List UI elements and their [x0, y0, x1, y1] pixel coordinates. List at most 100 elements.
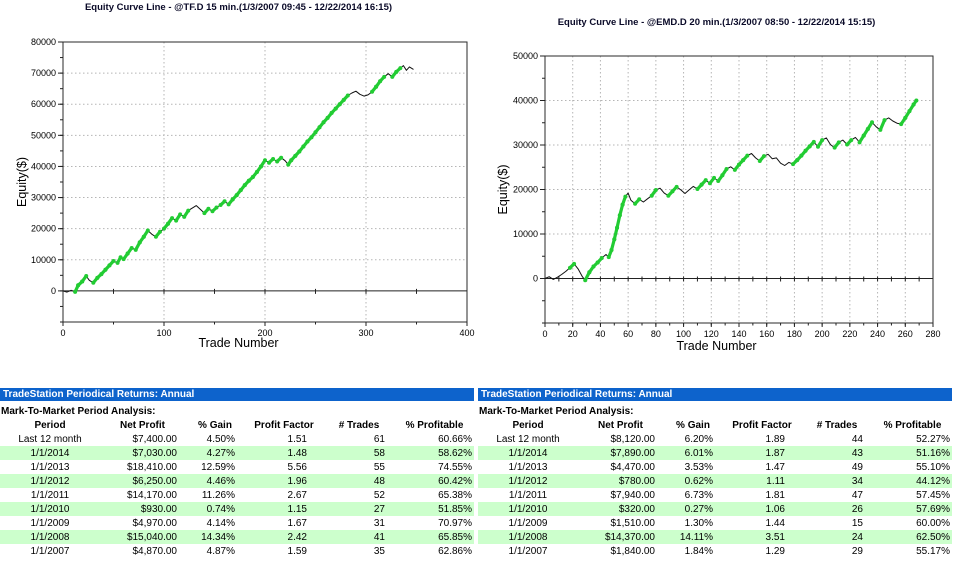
win-marker	[76, 283, 81, 288]
win-marker	[218, 203, 223, 208]
win-marker	[382, 74, 387, 79]
table-cell: $7,940.00	[610, 489, 656, 501]
table-row: 1/1/2013 $18,410.00 12.59% 5.56 55 74.55%	[0, 460, 474, 474]
table-cell: $320.00	[618, 503, 655, 515]
table-cell: 62.50%	[916, 531, 950, 543]
win-marker	[732, 167, 737, 172]
column-header: Net Profit	[120, 420, 165, 431]
win-marker	[145, 228, 150, 233]
table-cell: 1/1/2011	[30, 489, 70, 501]
win-marker	[321, 120, 326, 125]
table-header-row: Period Net Profit % Gain Profit Factor # Tra…	[0, 419, 474, 432]
table-row: 1/1/2007 $4,870.00 4.87% 1.59 35 62.86%	[0, 544, 474, 558]
table-cell: 1.47	[765, 461, 785, 473]
y-tick-label: 0	[51, 286, 56, 296]
win-marker	[791, 162, 796, 167]
win-marker	[333, 106, 338, 111]
win-marker	[712, 175, 717, 180]
table-cell: 41	[373, 531, 385, 543]
table-row: 1/1/2011 $7,940.00 6.73% 1.81 47 57.45%	[478, 488, 952, 502]
table-cell: 60.00%	[916, 517, 950, 529]
y-tick-label: 60000	[31, 99, 56, 109]
table-cell: 1.51	[287, 433, 307, 445]
table-header-row: Period Net Profit % Gain Profit Factor # Tra…	[478, 419, 952, 432]
win-marker	[170, 216, 175, 221]
table-row: 1/1/2012 $6,250.00 4.46% 1.96 48 60.42%	[0, 474, 474, 488]
win-marker	[815, 144, 820, 149]
win-marker	[914, 98, 919, 103]
table-cell: $7,890.00	[610, 447, 656, 459]
table-cell: 6.20%	[684, 433, 713, 445]
win-marker	[222, 199, 227, 204]
win-marker	[133, 247, 138, 252]
x-axis-label: Trade Number	[676, 339, 757, 353]
win-marker	[390, 74, 395, 79]
win-marker	[210, 209, 215, 214]
win-marker	[903, 115, 908, 120]
win-marker	[137, 240, 142, 245]
table-cell: 1/1/2011	[508, 489, 548, 501]
table-row: 1/1/2007 $1,840.00 1.84% 1.29 29 55.17%	[478, 544, 952, 558]
table-cell: 1.67	[287, 517, 307, 529]
column-header: % Profitable	[883, 420, 942, 431]
win-marker	[911, 102, 916, 107]
win-marker	[118, 255, 123, 260]
x-tick-label: 100	[156, 328, 171, 338]
column-header: % Gain	[676, 420, 710, 431]
table-cell: 34	[851, 475, 863, 487]
returns-table-area: TradeStation Periodical Returns: Annual …	[478, 388, 952, 558]
table-cell: 55.10%	[916, 461, 950, 473]
x-tick-label: 280	[925, 329, 940, 339]
win-marker	[583, 278, 588, 283]
x-tick-label: 180	[787, 329, 802, 339]
table-cell: 1/1/2008	[508, 531, 548, 543]
x-tick-label: 240	[870, 329, 885, 339]
equity-curve-chart: 0 10000 20000 30000 40000 50000 0 20 40 60 80 100 12…	[496, 51, 941, 339]
win-marker	[741, 158, 746, 163]
table-row: Last 12 month $7,400.00 4.50% 1.51 61 60.66%	[0, 432, 474, 446]
table-cell: 14.34%	[201, 531, 235, 543]
x-tick-label: 40	[595, 329, 605, 339]
table-cell: Last 12 month	[18, 433, 82, 445]
table-cell: $930.00	[140, 503, 177, 515]
win-marker	[633, 201, 638, 206]
win-marker	[275, 159, 280, 164]
table-cell: 6.73%	[684, 489, 713, 501]
win-marker	[267, 160, 272, 165]
table-cell: $6,250.00	[132, 475, 178, 487]
win-marker	[878, 127, 883, 132]
table-cell: 57.45%	[916, 489, 950, 501]
table-cell: 35	[373, 545, 385, 557]
table-row: 1/1/2009 $1,510.00 1.30% 1.44 15 60.00%	[478, 516, 952, 530]
win-marker	[761, 154, 766, 159]
table-cell: 31	[373, 517, 385, 529]
win-marker	[297, 149, 302, 154]
table-cell: 60.66%	[438, 433, 472, 445]
x-tick-label: 200	[257, 328, 272, 338]
table-row: 1/1/2008 $14,370.00 14.11% 3.51 24 62.50%	[478, 530, 952, 544]
column-header: # Trades	[816, 420, 858, 431]
win-marker	[670, 189, 675, 194]
table-cell: 1.06	[765, 503, 785, 515]
table-cell: 52.27%	[916, 433, 950, 445]
win-marker	[623, 194, 628, 199]
table-cell: 4.87%	[206, 545, 235, 557]
win-marker	[250, 175, 255, 180]
win-marker	[95, 275, 100, 280]
table-cell: 1.81	[765, 489, 785, 501]
win-marker	[795, 158, 800, 163]
table-cell: 49	[851, 461, 863, 473]
table-section-title: Mark-To-Market Period Analysis:	[1, 406, 156, 417]
win-segment	[615, 213, 622, 230]
win-marker	[107, 263, 112, 268]
win-marker	[907, 109, 912, 114]
table-cell: 52	[373, 489, 385, 501]
win-marker	[226, 202, 231, 207]
win-marker	[811, 139, 816, 144]
x-tick-label: 20	[568, 329, 578, 339]
win-marker	[745, 153, 750, 158]
table-cell: 65.85%	[438, 531, 472, 543]
table-cell: 1/1/2013	[508, 461, 548, 473]
equity-panel-right: Equity Curve Line - @EMD.D 20 min.(1/3/2…	[478, 0, 955, 562]
